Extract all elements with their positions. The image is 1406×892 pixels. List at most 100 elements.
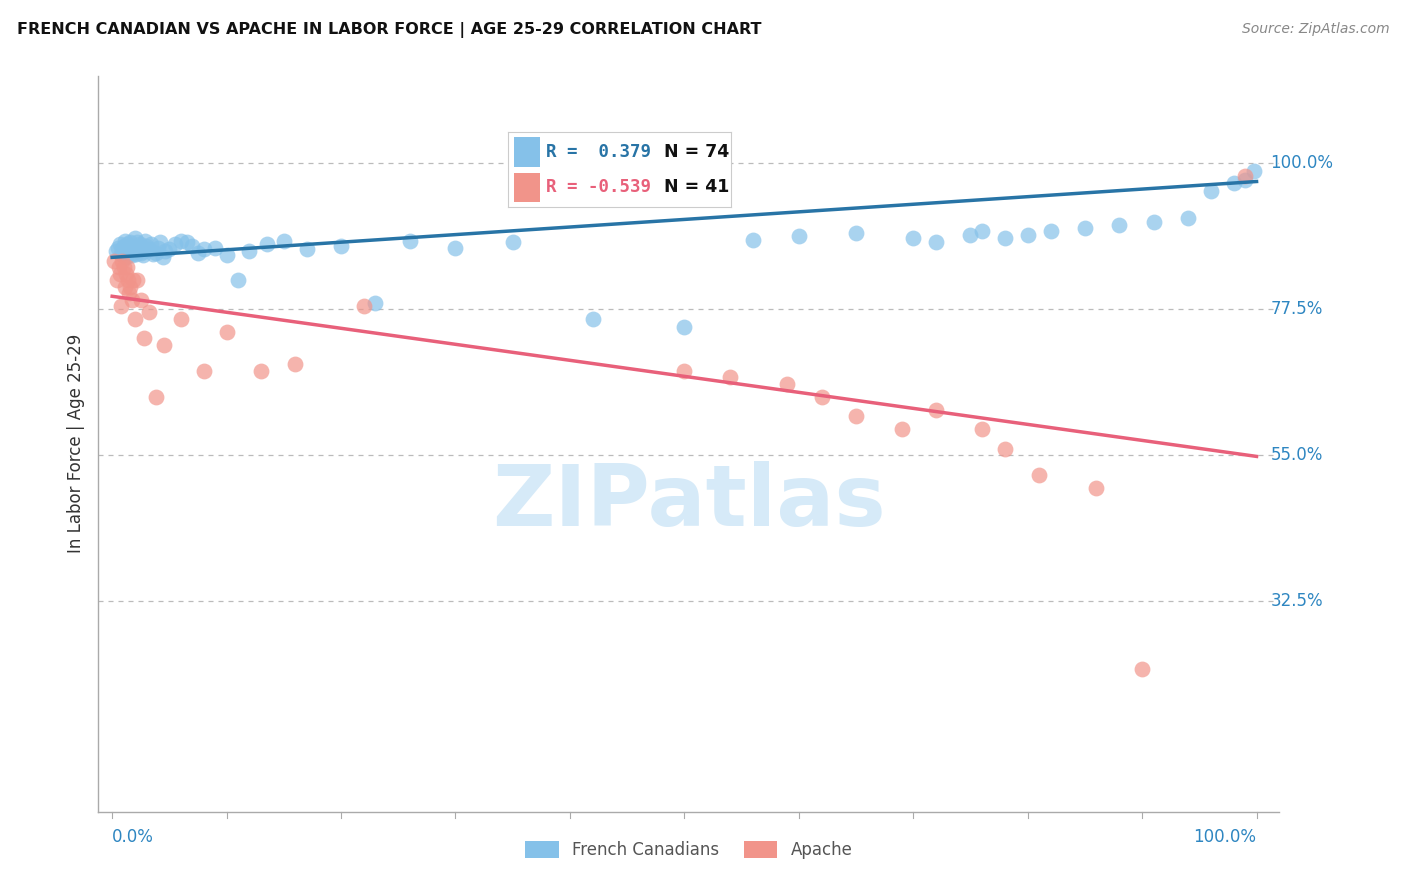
Point xyxy=(582,312,605,326)
Point xyxy=(1108,218,1130,232)
Point xyxy=(134,244,156,258)
Point xyxy=(1243,164,1265,178)
Point xyxy=(1142,215,1164,229)
Point xyxy=(110,299,132,313)
Point xyxy=(115,260,138,274)
Point xyxy=(994,442,1017,456)
Point xyxy=(135,239,157,253)
Point xyxy=(108,267,131,281)
Point xyxy=(1222,176,1244,190)
Point xyxy=(250,364,273,378)
Point xyxy=(673,364,696,378)
Point xyxy=(157,242,180,256)
Point xyxy=(170,312,193,326)
Point xyxy=(115,237,138,252)
Point xyxy=(104,244,127,258)
Point xyxy=(787,229,810,244)
Point xyxy=(959,227,981,242)
Text: FRENCH CANADIAN VS APACHE IN LABOR FORCE | AGE 25-29 CORRELATION CHART: FRENCH CANADIAN VS APACHE IN LABOR FORCE… xyxy=(17,22,762,38)
Point xyxy=(108,260,131,274)
Point xyxy=(181,239,204,253)
Point xyxy=(118,244,141,258)
Point xyxy=(187,245,209,260)
Point xyxy=(810,390,832,404)
Point xyxy=(776,376,799,391)
Point xyxy=(117,241,139,255)
Point xyxy=(970,422,993,436)
Point xyxy=(295,242,318,256)
Point xyxy=(145,245,167,260)
Point xyxy=(398,234,420,248)
Text: Source: ZipAtlas.com: Source: ZipAtlas.com xyxy=(1241,22,1389,37)
Point xyxy=(121,293,143,307)
Point xyxy=(215,325,238,339)
Point xyxy=(146,241,169,255)
Point xyxy=(114,234,136,248)
Point xyxy=(256,237,278,252)
Y-axis label: In Labor Force | Age 25-29: In Labor Force | Age 25-29 xyxy=(66,334,84,553)
Point xyxy=(117,273,139,287)
Point xyxy=(1074,221,1097,235)
Point xyxy=(364,295,387,310)
Point xyxy=(139,237,162,252)
Point xyxy=(925,235,948,250)
Point xyxy=(122,239,145,253)
Point xyxy=(1234,172,1257,186)
Point xyxy=(145,390,167,404)
Point xyxy=(1130,662,1153,676)
Point xyxy=(127,242,149,256)
Text: 100.0%: 100.0% xyxy=(1194,828,1257,846)
Text: 100.0%: 100.0% xyxy=(1271,154,1333,172)
Text: 0.0%: 0.0% xyxy=(112,828,155,846)
Point xyxy=(502,235,524,250)
Point xyxy=(127,273,149,287)
Point xyxy=(1028,467,1050,482)
Text: 77.5%: 77.5% xyxy=(1271,301,1323,318)
Point xyxy=(890,422,912,436)
Point xyxy=(330,239,353,253)
Text: ZIPatlas: ZIPatlas xyxy=(492,461,886,544)
Point xyxy=(142,247,165,261)
Point xyxy=(1017,227,1039,242)
Point xyxy=(153,244,176,258)
Point xyxy=(444,241,467,255)
Point xyxy=(1234,169,1257,184)
Point xyxy=(128,237,150,252)
Point xyxy=(129,293,152,307)
Point xyxy=(204,241,226,255)
Point xyxy=(121,245,143,260)
Point xyxy=(121,248,143,262)
Point xyxy=(127,235,149,250)
Point xyxy=(138,305,160,319)
Point xyxy=(353,299,375,313)
Text: 55.0%: 55.0% xyxy=(1271,446,1323,464)
Point xyxy=(111,242,134,256)
Point xyxy=(176,235,198,250)
Point xyxy=(115,267,138,281)
Point xyxy=(129,245,152,260)
Point xyxy=(120,279,142,293)
Point xyxy=(925,402,948,417)
Point xyxy=(114,279,136,293)
Point xyxy=(845,409,868,424)
Point xyxy=(124,231,146,245)
Point xyxy=(673,319,696,334)
Point xyxy=(120,235,142,250)
Point xyxy=(118,286,141,301)
Point xyxy=(111,253,134,268)
Point xyxy=(226,273,249,287)
Bar xyxy=(513,172,540,202)
Text: 32.5%: 32.5% xyxy=(1271,592,1323,610)
Text: N = 74: N = 74 xyxy=(665,143,730,161)
Point xyxy=(125,247,148,261)
Point xyxy=(112,239,135,253)
Point xyxy=(1085,481,1108,495)
Point xyxy=(108,237,131,252)
Point xyxy=(115,245,138,260)
Point xyxy=(134,331,156,345)
Point xyxy=(110,247,132,261)
Legend: French Canadians, Apache: French Canadians, Apache xyxy=(519,834,859,866)
Point xyxy=(105,273,128,287)
Text: N = 41: N = 41 xyxy=(665,178,730,195)
Point xyxy=(238,244,260,258)
